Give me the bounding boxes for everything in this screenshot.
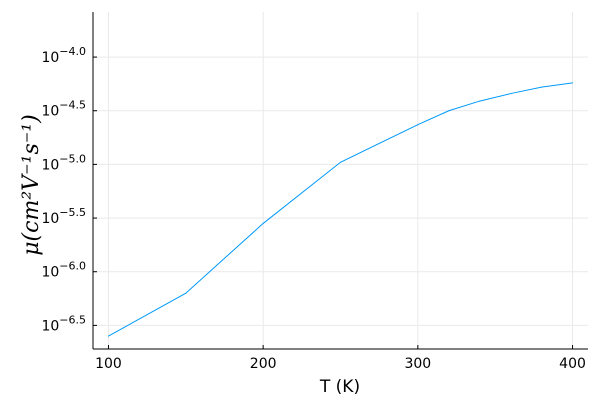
data-point [185, 292, 187, 294]
x-axis-label: T (K) [319, 377, 360, 397]
series [107, 82, 574, 337]
series-line [108, 82, 573, 337]
x-tick-label: 400 [559, 356, 586, 372]
x-tick-label: 200 [250, 356, 277, 372]
data-point [107, 335, 109, 337]
y-tick-label: 10−6.0 [41, 260, 86, 281]
data-point [340, 161, 341, 163]
data-point [572, 82, 574, 84]
data-point [417, 124, 419, 126]
y-axis-label: μ(cm²V⁻¹s⁻¹) [19, 114, 44, 256]
grid [93, 12, 588, 349]
y-tick-label: 10−4.0 [41, 45, 86, 66]
y-tick-label: 10−6.5 [41, 313, 86, 334]
y-ticks: 10−6.5 10−6.0 10−5.5 10−5.0 10−4.5 10−4.0 [41, 45, 97, 334]
data-point [510, 93, 512, 95]
x-tick-label: 300 [404, 356, 431, 372]
y-tick-label: 10−5.5 [41, 206, 86, 227]
data-point [479, 100, 481, 102]
data-point [262, 222, 264, 224]
x-tick-label: 100 [95, 356, 122, 372]
x-ticks: 100 200 300 400 [95, 345, 586, 372]
data-point [541, 86, 543, 88]
data-point [448, 110, 450, 112]
y-tick-label: 10−5.0 [41, 152, 86, 173]
axes [92, 12, 588, 350]
y-tick-label: 10−4.5 [41, 99, 86, 120]
